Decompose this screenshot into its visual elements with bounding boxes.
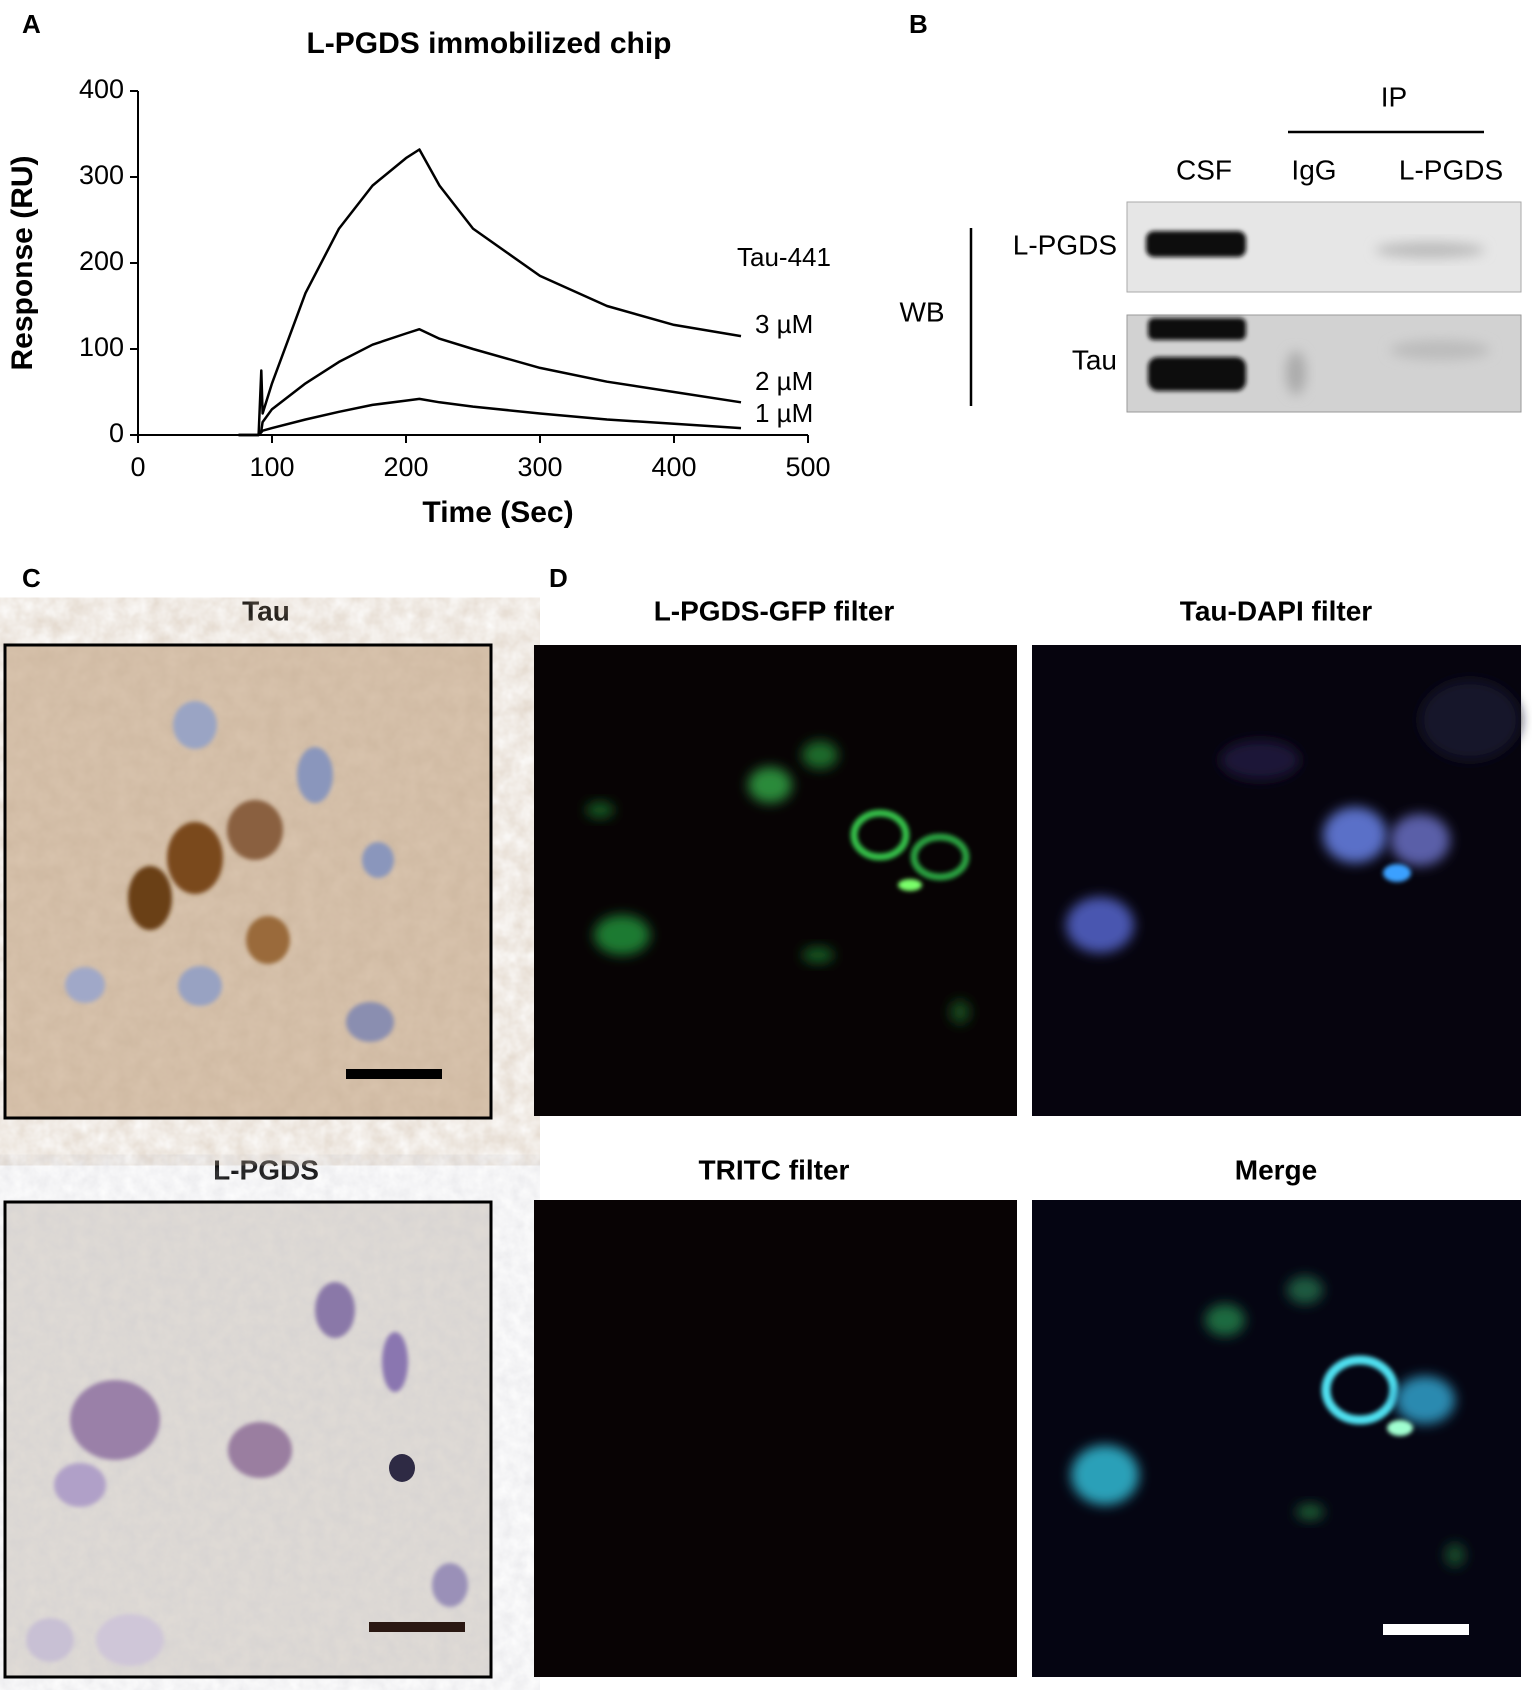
x-tick-label: 500 [785,452,830,482]
series-label: 3 µM [755,309,813,339]
lane-label: L-PGDS [1399,154,1503,185]
data-line [238,397,742,437]
panel-label: D [549,563,568,593]
chart-title: L-PGDS immobilized chip [306,27,671,60]
micrograph [534,1200,1017,1677]
panel-label: A [22,9,41,39]
series-label: 2 µM [755,366,813,396]
image-title: Tau [242,595,290,626]
image-title: Tau-DAPI filter [1180,595,1372,626]
y-tick-label: 300 [79,160,124,190]
micrograph [3,1200,493,1679]
y-tick-label: 400 [79,74,124,104]
y-tick-label: 200 [79,246,124,276]
panel-label: C [22,563,41,593]
image-title: L-PGDS-GFP filter [654,595,895,626]
micrograph [1032,1200,1521,1677]
lane-label: CSF [1176,154,1232,185]
x-tick-label: 300 [517,452,562,482]
micrograph [3,643,493,1120]
row-label: Tau [1072,344,1117,375]
blot [1126,201,1522,413]
x-tick-label: 0 [130,452,145,482]
series-label: 1 µM [755,398,813,428]
x-axis-label: Time (Sec) [422,496,573,529]
micrograph [1032,645,1521,1116]
data-line [238,327,742,437]
x-tick-label: 100 [249,452,294,482]
y-axis-label: Response (RU) [6,155,39,370]
lane-label: IgG [1291,154,1336,185]
y-tick-label: 0 [109,418,124,448]
data-line [238,148,742,437]
micrograph [534,645,1017,1116]
plot: 0 100 200 300 400 0 100 200 300 400 500 3 µM 2 µM1 µ… [79,74,831,482]
method-label: WB [899,296,944,327]
image-title: TRITC filter [699,1154,850,1185]
annotation: Tau-441 [737,242,831,272]
y-tick-label: 100 [79,332,124,362]
image-title: L-PGDS [213,1154,319,1185]
image-title: Merge [1235,1154,1317,1185]
row-label: L-PGDS [1013,229,1117,260]
panel-label: B [909,9,928,39]
x-tick-label: 400 [651,452,696,482]
group-label: IP [1381,81,1407,112]
x-tick-label: 200 [383,452,428,482]
